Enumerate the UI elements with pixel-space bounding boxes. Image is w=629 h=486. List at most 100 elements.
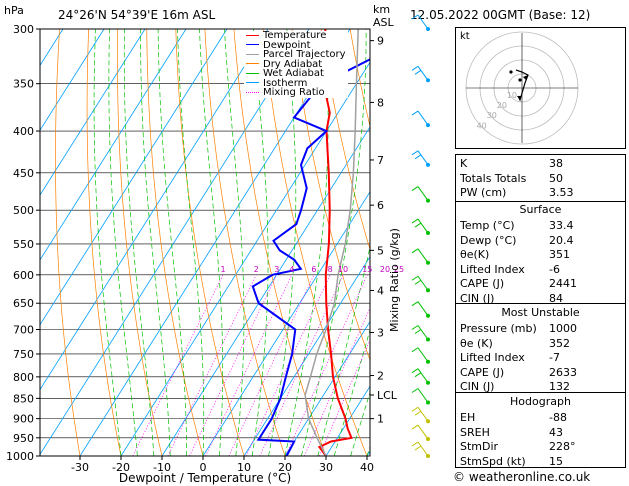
index-value: 2633: [549, 365, 577, 379]
index-row: Pressure (mb) 1000: [456, 322, 625, 335]
most-unstable-title: Most Unstable: [501, 306, 580, 319]
index-value: 351: [549, 248, 570, 261]
index-key: Lifted Index: [460, 351, 525, 364]
index-value: 43: [549, 425, 563, 439]
dry-adiabat: [233, 29, 327, 456]
dry-adiabat: [117, 29, 163, 456]
index-value: 228°: [549, 440, 576, 453]
pressure-tick-label: 450: [13, 167, 34, 180]
plot-frame: [39, 28, 371, 457]
hodograph-title: Hodograph: [510, 395, 571, 408]
mixing-ratio-label: 3: [274, 265, 279, 274]
hpa-label: hPa: [4, 4, 24, 17]
dry-adiabat: [55, 29, 81, 456]
index-key: θe (K): [460, 336, 493, 350]
mixing-ratio-label: 25: [394, 265, 404, 274]
height-tick-label: 8: [377, 96, 384, 109]
indices-panel: K 38 Totals Totals 50 PW (cm) 3.53 Surface Te…: [455, 154, 626, 468]
index-key: EH: [460, 411, 476, 424]
wet-adiabat: [108, 29, 138, 456]
wind-barb: [411, 441, 430, 458]
dry-adiabat: [320, 29, 370, 251]
mixing-ratio-line: [228, 274, 315, 456]
wind-barb: [411, 150, 430, 167]
wind-barb: [411, 388, 430, 405]
index-key: K: [460, 157, 468, 170]
height-tick-label: 1: [377, 413, 384, 426]
wet-adiabat: [251, 29, 269, 456]
pressure-tick-label: 500: [13, 204, 34, 217]
isotherm: [284, 320, 370, 456]
height-tick-label: 2: [377, 370, 384, 383]
wet-adiabat: [123, 29, 155, 456]
pressure-tick-label: 750: [13, 348, 34, 361]
legend-swatch: [246, 72, 259, 74]
mixing-ratio-label: 15: [362, 265, 372, 274]
temp-tick-label: 10: [237, 461, 251, 474]
legend-label: Parcel Trajectory: [263, 49, 346, 60]
height-tick-label: 9: [377, 35, 384, 48]
hodograph-unit: kt: [460, 31, 470, 42]
wet-adiabat: [140, 29, 171, 456]
index-value: 38: [549, 157, 563, 170]
index-key: CAPE (J): [460, 277, 505, 290]
mixing-ratio-line: [205, 274, 293, 456]
temp-tick-label: -20: [112, 461, 130, 474]
isotherm: [40, 29, 269, 391]
index-key: CIN (J): [460, 380, 495, 393]
isotherm: [120, 61, 370, 456]
wet-adiabat: [224, 29, 245, 456]
dry-adiabat: [175, 29, 245, 456]
index-value: -7: [549, 351, 560, 364]
mixing-ratio-line: [189, 274, 278, 456]
isotherm: [161, 126, 370, 456]
isotherm: [79, 29, 351, 456]
index-value: 352: [549, 336, 570, 350]
index-key: PW (cm): [460, 186, 507, 199]
index-row: Totals Totals 50: [456, 172, 625, 185]
index-value: 20.4: [549, 233, 574, 247]
mixing-ratio-line: [167, 274, 257, 456]
index-row: Lifted Index -6: [456, 263, 625, 276]
dewpoint-line: [251, 58, 370, 456]
isotherm: [40, 29, 187, 261]
pressure-tick-label: 550: [13, 238, 34, 251]
legend-label: Wet Adiabat: [263, 68, 324, 79]
wet-adiabat: [177, 29, 205, 456]
pressure-tick-label: 1000: [6, 450, 34, 463]
hodograph-ring-label: 20: [497, 101, 507, 110]
isotherm: [40, 29, 105, 131]
index-row: CIN (J) 84: [456, 292, 625, 305]
legend-swatch: [246, 34, 259, 36]
temp-tick-label: -10: [153, 461, 171, 474]
hodograph-ring-label: 40: [477, 121, 487, 130]
isotherm: [40, 29, 310, 456]
isotherm: [243, 255, 370, 456]
mixing-ratio-axis-label: Mixing Ratio (g/kg): [388, 228, 401, 332]
wind-barb: [411, 368, 430, 385]
parcel-trajectory-line: [304, 29, 359, 456]
index-key: Pressure (mb): [460, 322, 537, 335]
height-tick-label: 3: [377, 327, 384, 340]
index-row: K 38: [456, 157, 625, 170]
height-tick-label: LCL: [377, 389, 398, 402]
legend-label: Dry Adiabat: [263, 58, 323, 70]
index-value: 50: [549, 171, 563, 185]
wet-adiabat: [157, 29, 187, 456]
legend-item: Isotherm: [246, 78, 346, 88]
dry-adiabat: [86, 29, 122, 456]
wind-barb: [411, 14, 430, 31]
km-label: km: [373, 3, 391, 16]
index-row: EH -88: [456, 411, 625, 424]
wind-barb: [411, 275, 430, 293]
hodograph-ring-label: 10: [507, 91, 517, 100]
temp-tick-label: 20: [278, 461, 292, 474]
pressure-tick-label: 600: [13, 269, 34, 282]
mixing-ratio-label: 8: [328, 265, 333, 274]
index-row: θe (K) 352: [456, 337, 625, 350]
wet-adiabat: [301, 29, 367, 456]
index-row: Temp (°C) 33.4: [456, 219, 625, 232]
location-title: 24°26'N 54°39'E 16m ASL: [58, 8, 216, 22]
height-tick-label: 4: [377, 284, 384, 297]
